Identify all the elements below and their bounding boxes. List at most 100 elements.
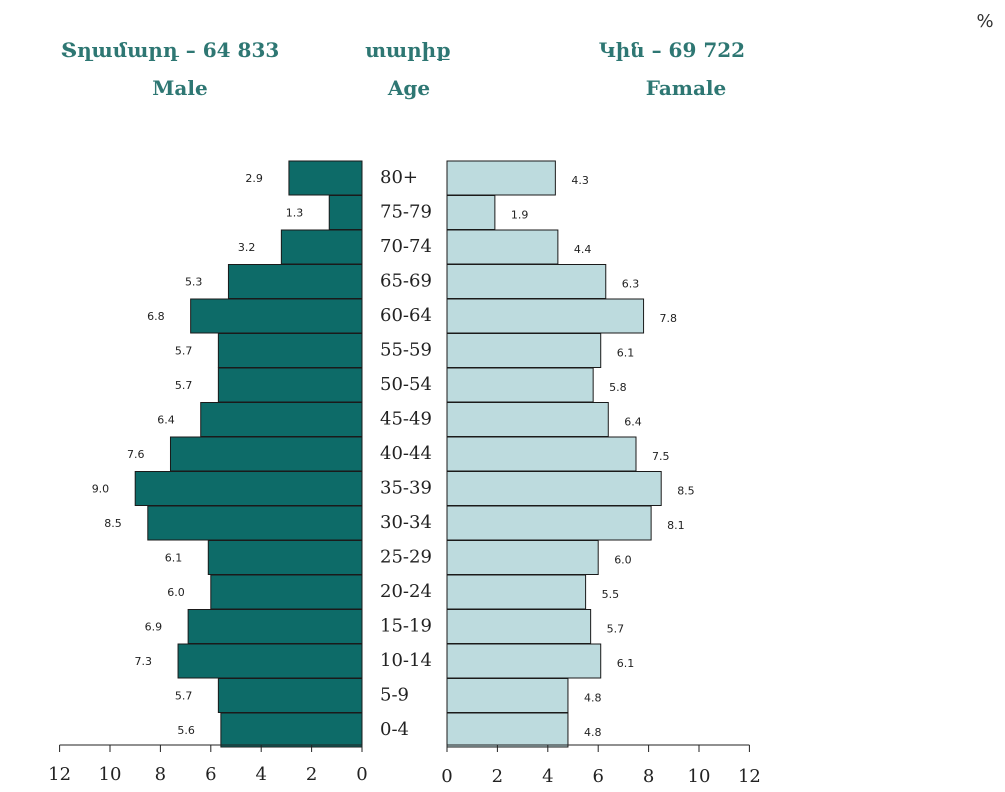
female-bar-5-9 — [446, 678, 569, 713]
female-bar-0-4 — [446, 712, 569, 748]
female-value-label-80plus: 4.3 — [571, 174, 589, 187]
male-value-label-65-69: 5.3 — [185, 276, 203, 289]
female-bar-65-69 — [446, 264, 607, 299]
female-value-label-50-54: 5.8 — [609, 381, 627, 394]
male-bar-25-29 — [207, 540, 363, 575]
female-value-label-25-29: 6.0 — [614, 554, 632, 567]
female-value-label-75-79: 1.9 — [511, 209, 529, 222]
age-label-75-79: 75-79 — [380, 202, 432, 223]
male-bar-75-79 — [328, 195, 363, 230]
female-value-label-40-44: 7.5 — [652, 450, 670, 463]
female-value-label-5-9: 4.8 — [584, 692, 602, 705]
male-axis-tick-label: 12 — [48, 764, 71, 785]
male-bar-55-59 — [217, 333, 363, 368]
female-axis-tick-label: 8 — [643, 766, 654, 787]
age-title: տարիք — [365, 38, 451, 62]
male-value-label-75-79: 1.3 — [286, 207, 304, 220]
female-axis-tick-label: 4 — [542, 766, 553, 787]
male-bar-35-39 — [134, 471, 363, 506]
male-axis-tick-label: 4 — [255, 764, 266, 785]
female-value-label-20-24: 5.5 — [602, 588, 620, 601]
female-value-label-10-14: 6.1 — [617, 657, 635, 670]
female-axis-tick-label: 12 — [738, 766, 761, 787]
male-value-label-25-29: 6.1 — [165, 552, 183, 565]
female-value-label-15-19: 5.7 — [607, 623, 625, 636]
female-value-label-60-64: 7.8 — [660, 312, 678, 325]
female-axis-tick-label: 6 — [592, 766, 603, 787]
age-label-5-9: 5-9 — [380, 685, 409, 706]
age-label-25-29: 25-29 — [380, 547, 432, 568]
female-x-axis: 0 2 4 6 8 10 12 — [441, 744, 761, 787]
female-bar-15-19 — [446, 609, 592, 644]
female-value-label-30-34: 8.1 — [667, 519, 685, 532]
male-axis-tick-label: 6 — [205, 764, 216, 785]
male-value-label-40-44: 7.6 — [127, 448, 145, 461]
male-value-label-10-14: 7.3 — [135, 655, 153, 668]
age-label-55-59: 55-59 — [380, 340, 432, 361]
male-value-label-5-9: 5.7 — [175, 690, 193, 703]
age-label-20-24: 20-24 — [380, 581, 432, 602]
female-bar-45-49 — [446, 402, 609, 437]
female-value-label-65-69: 6.3 — [622, 278, 640, 291]
age-label-65-69: 65-69 — [380, 271, 432, 292]
male-bar-70-74 — [280, 229, 363, 265]
male-axis-tick-label: 2 — [306, 764, 317, 785]
male-bar-40-44 — [169, 436, 363, 472]
male-axis-tick-label: 10 — [99, 764, 122, 785]
age-label-15-19: 15-19 — [380, 616, 432, 637]
female-series: 4.3 1.9 4.4 6.3 7.8 6.1 5.8 6.4 7.5 8.5 8.1 6.0 5.5 5… — [446, 160, 695, 748]
female-bar-30-34 — [446, 505, 652, 541]
male-bar-65-69 — [227, 264, 363, 299]
age-label-30-34: 30-34 — [380, 512, 432, 533]
female-value-label-55-59: 6.1 — [617, 347, 635, 360]
male-x-axis: 12 10 8 6 4 2 0 — [48, 744, 368, 785]
male-value-label-20-24: 6.0 — [167, 586, 185, 599]
age-label-40-44: 40-44 — [380, 443, 432, 464]
age-label-70-74: 70-74 — [380, 236, 432, 257]
female-bar-50-54 — [446, 367, 594, 403]
male-value-label-45-49: 6.4 — [157, 414, 175, 427]
male-bar-10-14 — [177, 643, 363, 679]
male-bar-0-4 — [220, 712, 363, 748]
male-axis-tick-label: 0 — [356, 764, 367, 785]
male-value-label-55-59: 5.7 — [175, 345, 193, 358]
age-label-80plus: 80+ — [380, 167, 418, 188]
female-bar-80plus — [446, 160, 556, 196]
age-labels: 80+ 75-79 70-74 65-69 60-64 55-59 50-54 45-49 40… — [380, 167, 432, 740]
female-bar-40-44 — [446, 436, 637, 472]
male-bar-15-19 — [187, 609, 363, 644]
male-value-label-60-64: 6.8 — [147, 310, 165, 323]
female-value-label-35-39: 8.5 — [677, 485, 695, 498]
unit-label: % — [976, 11, 993, 32]
age-label-35-39: 35-39 — [380, 478, 432, 499]
male-value-label-35-39: 9.0 — [92, 483, 110, 496]
male-value-label-50-54: 5.7 — [175, 379, 193, 392]
age-label-0-4: 0-4 — [380, 719, 409, 740]
female-bar-75-79 — [446, 195, 496, 230]
female-bar-70-74 — [446, 229, 559, 265]
male-value-label-80plus: 2.9 — [245, 172, 263, 185]
male-bar-20-24 — [210, 574, 363, 610]
female-bar-25-29 — [446, 540, 599, 575]
age-label-45-49: 45-49 — [380, 409, 432, 430]
male-bar-5-9 — [217, 678, 363, 713]
female-bar-60-64 — [446, 298, 645, 334]
male-value-label-70-74: 3.2 — [238, 241, 256, 254]
female-bar-55-59 — [446, 333, 602, 368]
male-value-label-30-34: 8.5 — [104, 517, 122, 530]
age-subtitle: Age — [387, 76, 430, 100]
female-bar-10-14 — [446, 643, 602, 679]
female-axis-tick-label: 2 — [492, 766, 503, 787]
female-value-label-45-49: 6.4 — [624, 416, 642, 429]
female-title: Կին – 69 722 — [599, 38, 745, 62]
female-bar-20-24 — [446, 574, 587, 610]
male-bar-50-54 — [217, 367, 363, 403]
male-title: Տղամարդ – 64 833 — [61, 38, 280, 62]
male-subtitle: Male — [152, 76, 207, 100]
age-label-50-54: 50-54 — [380, 374, 432, 395]
male-value-label-0-4: 5.6 — [177, 724, 195, 737]
female-value-label-70-74: 4.4 — [574, 243, 592, 256]
male-bar-30-34 — [147, 505, 363, 541]
male-bar-60-64 — [190, 298, 363, 334]
